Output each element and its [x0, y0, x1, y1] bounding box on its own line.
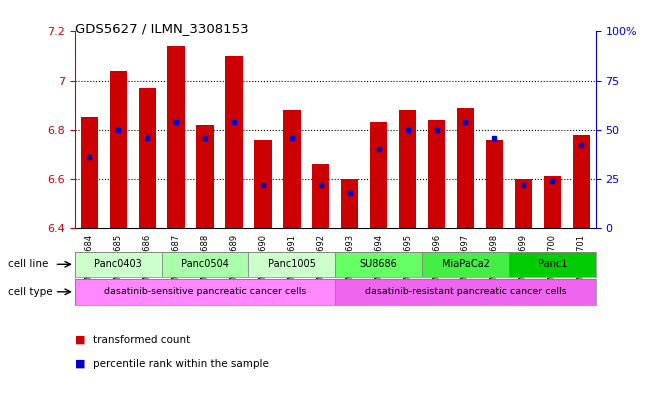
Text: GDS5627 / ILMN_3308153: GDS5627 / ILMN_3308153	[75, 22, 249, 35]
Text: ■: ■	[75, 335, 85, 345]
Bar	[544, 176, 561, 228]
Bar	[161, 252, 249, 277]
Text: Panc0403: Panc0403	[94, 259, 142, 269]
Bar	[249, 252, 335, 277]
Bar	[457, 108, 474, 228]
Bar	[399, 110, 416, 228]
Bar	[81, 118, 98, 228]
Bar	[335, 252, 422, 277]
Text: dasatinib-resistant pancreatic cancer cells: dasatinib-resistant pancreatic cancer ce…	[365, 287, 566, 296]
Bar	[515, 179, 532, 228]
Text: Panc1: Panc1	[538, 259, 567, 269]
Text: cell type: cell type	[8, 286, 53, 297]
Text: dasatinib-sensitive pancreatic cancer cells: dasatinib-sensitive pancreatic cancer ce…	[104, 287, 306, 296]
Bar	[139, 88, 156, 228]
Bar	[312, 164, 329, 228]
Bar	[75, 279, 335, 305]
Bar	[341, 179, 359, 228]
Bar	[428, 120, 445, 228]
Bar	[370, 122, 387, 228]
Bar	[109, 71, 127, 228]
Text: ■: ■	[75, 358, 85, 369]
Text: cell line: cell line	[8, 259, 49, 269]
Bar	[225, 56, 243, 228]
Text: Panc1005: Panc1005	[268, 259, 316, 269]
Bar	[335, 279, 596, 305]
Text: transformed count: transformed count	[93, 335, 190, 345]
Text: percentile rank within the sample: percentile rank within the sample	[93, 358, 269, 369]
Bar	[486, 140, 503, 228]
Bar	[509, 252, 596, 277]
Text: SU8686: SU8686	[360, 259, 398, 269]
Text: Panc0504: Panc0504	[181, 259, 229, 269]
Bar	[75, 252, 161, 277]
Bar	[422, 252, 509, 277]
Text: MiaPaCa2: MiaPaCa2	[441, 259, 490, 269]
Bar	[197, 125, 214, 228]
Bar	[572, 135, 590, 228]
Bar	[167, 46, 185, 228]
Bar	[255, 140, 271, 228]
Bar	[283, 110, 301, 228]
